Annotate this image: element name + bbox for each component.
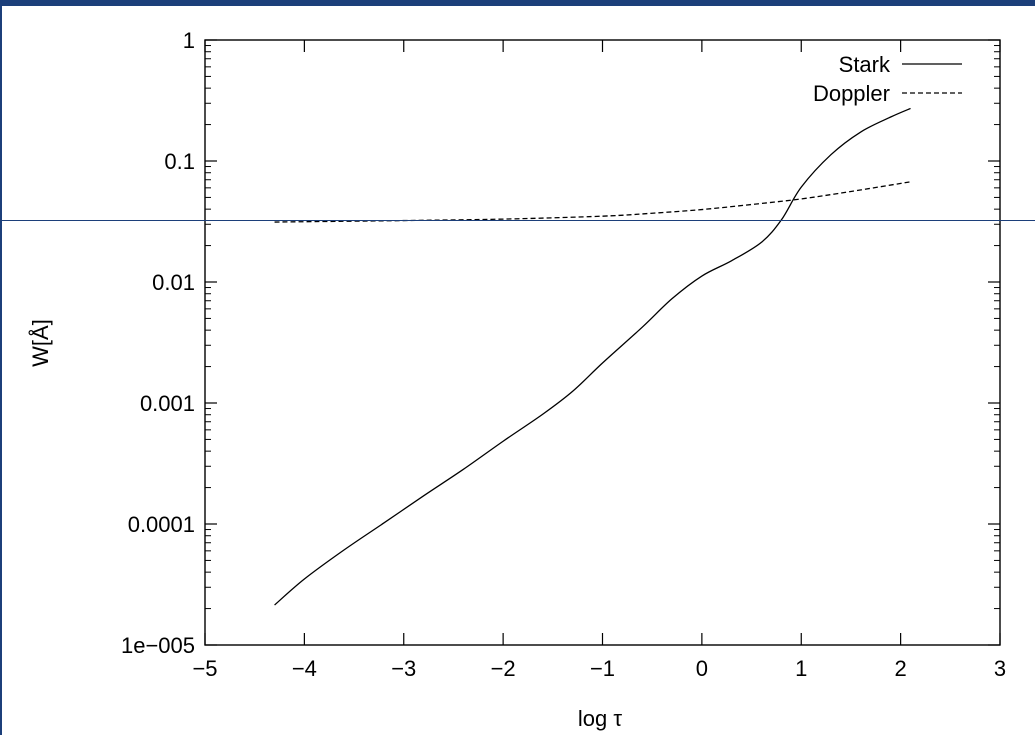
x-tick-label: −1 — [590, 656, 615, 681]
y-tick-labels: 1 0.1 0.01 0.001 0.0001 1e−005 — [121, 28, 195, 658]
series-lines — [274, 107, 911, 606]
y-tick-label: 0.01 — [152, 270, 195, 295]
x-tick-label: −3 — [391, 656, 416, 681]
x-tick-label: 1 — [795, 656, 807, 681]
x-axis-label: log τ — [578, 706, 622, 731]
top-border-bar — [0, 0, 1035, 6]
y-tick-label: 0.001 — [140, 391, 195, 416]
legend-label-doppler: Doppler — [813, 81, 890, 106]
x-tick-labels: −5 −4 −3 −2 −1 0 1 2 3 — [192, 656, 1006, 681]
x-tick-label: −5 — [192, 656, 217, 681]
legend: Stark Doppler — [813, 52, 962, 106]
x-tick-label: −4 — [292, 656, 317, 681]
x-tick-label: 0 — [696, 656, 708, 681]
series-line-stark — [274, 107, 911, 606]
series-line-doppler — [274, 181, 911, 223]
y-tick-label: 1e−005 — [121, 633, 195, 658]
y-tick-label: 1 — [183, 28, 195, 53]
x-tick-label: −2 — [491, 656, 516, 681]
left-border-bar — [0, 0, 2, 735]
legend-label-stark: Stark — [839, 52, 891, 77]
x-tick-label: 2 — [895, 656, 907, 681]
y-axis-label: W[Å] — [28, 319, 53, 367]
plot-frame — [204, 39, 1001, 646]
horizontal-guide-line — [0, 220, 1035, 221]
y-tick-label: 0.0001 — [128, 512, 195, 537]
tick-marks — [204, 39, 1001, 646]
x-tick-label: 3 — [994, 656, 1006, 681]
y-tick-label: 0.1 — [164, 149, 195, 174]
